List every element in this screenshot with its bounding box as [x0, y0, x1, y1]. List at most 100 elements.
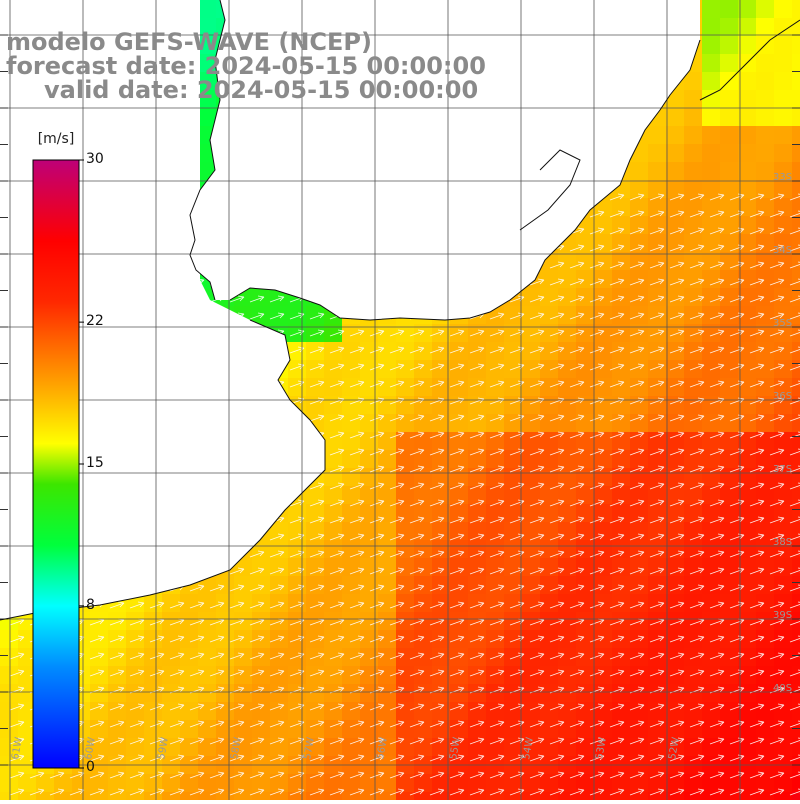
field-cell [360, 612, 379, 631]
wind-arrow [549, 312, 565, 320]
field-cell [360, 666, 379, 685]
field-cell [630, 306, 649, 325]
field-cell [720, 288, 739, 307]
wind-arrow [729, 482, 745, 490]
wind-arrow [789, 499, 800, 507]
field-cell [666, 324, 685, 343]
wind-arrow [609, 448, 625, 456]
field-cell [576, 468, 595, 487]
field-cell [504, 630, 523, 649]
wind-arrow [789, 193, 800, 201]
field-cell [666, 720, 685, 739]
field-cell [396, 630, 415, 649]
wind-arrow [549, 601, 565, 609]
wind-arrow [749, 584, 765, 592]
wind-arrow [409, 669, 425, 677]
wind-arrow [649, 431, 665, 439]
field-cell [576, 630, 595, 649]
wind-arrow [709, 414, 725, 422]
field-cell [378, 612, 397, 631]
field-cell [540, 576, 559, 595]
field-cell [684, 288, 703, 307]
wind-arrow [769, 635, 785, 643]
field-cell [324, 522, 343, 541]
wind-arrow [389, 431, 405, 439]
wind-arrow [469, 329, 485, 337]
wind-arrow [649, 244, 665, 252]
field-cell [504, 702, 523, 721]
wind-arrow [429, 584, 445, 592]
wind-arrow [769, 295, 785, 303]
wind-arrow [229, 771, 245, 779]
wind-arrow [49, 788, 65, 796]
field-cell [612, 666, 631, 685]
field-cell [756, 594, 775, 613]
field-cell [378, 576, 397, 595]
wind-arrow [409, 550, 425, 558]
field-cell [252, 540, 271, 559]
wind-arrow [269, 754, 285, 762]
wind-arrow [769, 601, 785, 609]
field-cell [432, 684, 451, 703]
wind-arrow [189, 720, 205, 728]
field-cell [666, 684, 685, 703]
wind-arrow [349, 329, 365, 337]
wind-arrow [609, 635, 625, 643]
field-cell [702, 486, 721, 505]
wind-arrow [669, 261, 685, 269]
field-cell [738, 108, 757, 127]
wind-arrow [309, 482, 325, 490]
wind-arrow [309, 720, 325, 728]
wind-arrow [309, 312, 325, 320]
field-cell [396, 684, 415, 703]
wind-arrow [749, 771, 765, 779]
wind-arrow [769, 465, 785, 473]
field-cell [666, 774, 685, 793]
field-cell [684, 306, 703, 325]
wind-arrow [729, 295, 745, 303]
wind-arrow [589, 431, 605, 439]
wind-arrow [129, 788, 145, 796]
field-cell [684, 72, 703, 91]
field-cell [126, 612, 145, 631]
wind-arrow [369, 584, 385, 592]
field-cell [162, 648, 181, 667]
field-cell [144, 702, 163, 721]
wind-arrow [729, 703, 745, 711]
field-cell [342, 468, 361, 487]
wind-arrow [769, 431, 785, 439]
field-cell [666, 558, 685, 577]
field-cell [396, 414, 415, 433]
field-cell [720, 18, 739, 37]
field-cell [684, 162, 703, 181]
wind-arrow [529, 380, 545, 388]
wind-arrow [609, 278, 625, 286]
field-cell [540, 774, 559, 793]
field-cell [720, 378, 739, 397]
wind-arrow [9, 788, 25, 796]
field-cell [702, 90, 721, 109]
wind-arrow [629, 635, 645, 643]
field-cell [306, 774, 325, 793]
wind-arrow [349, 380, 365, 388]
field-cell [702, 594, 721, 613]
field-cell [720, 180, 739, 199]
field-cell [342, 738, 361, 757]
field-cell [720, 342, 739, 361]
field-cell [558, 720, 577, 739]
wind-arrow [489, 635, 505, 643]
field-cell [486, 720, 505, 739]
wind-arrow [349, 771, 365, 779]
wind-arrow [789, 652, 800, 660]
field-cell [666, 198, 685, 217]
wind-arrow [109, 601, 125, 609]
wind-arrow [669, 788, 685, 796]
wind-arrow [689, 533, 705, 541]
wind-arrow [249, 754, 265, 762]
wind-arrow [749, 278, 765, 286]
field-cell [270, 684, 289, 703]
field-cell [360, 774, 379, 793]
wind-arrow [589, 754, 605, 762]
wind-arrow [789, 720, 800, 728]
field-cell [198, 90, 217, 109]
